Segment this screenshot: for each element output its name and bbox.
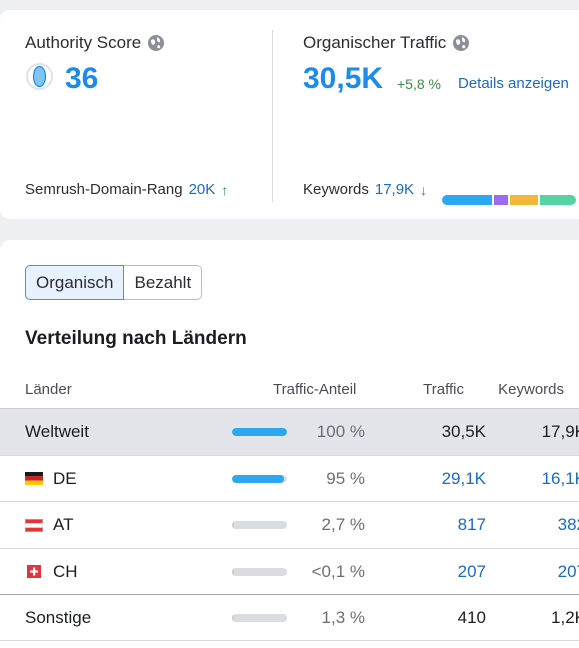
- keywords-value[interactable]: 16,1K: [541, 468, 579, 488]
- details-link[interactable]: Details anzeigen: [458, 75, 569, 92]
- authority-score-label: Authority Score: [25, 33, 165, 53]
- header-keywords[interactable]: Keywords: [498, 381, 564, 398]
- country-name[interactable]: AT: [53, 515, 74, 534]
- section-title: Verteilung nach Ländern: [25, 328, 247, 349]
- keywords-row: Keywords 17,9K ↓: [303, 181, 427, 198]
- country-name[interactable]: CH: [53, 561, 78, 581]
- at-flag-icon: [25, 518, 43, 532]
- header-traffic[interactable]: Traffic: [423, 381, 464, 398]
- keywords-value[interactable]: 382: [557, 515, 579, 534]
- de-flag-icon: [25, 472, 43, 485]
- globe-icon[interactable]: [147, 34, 165, 52]
- tab-organic[interactable]: Organisch: [25, 265, 125, 300]
- keyword-bar-segment: [442, 195, 492, 205]
- ch-flag-icon: [27, 565, 41, 578]
- table-row-at[interactable]: AT 2,7 % 817 382: [0, 501, 579, 548]
- traffic-share-percent: 95 %: [326, 468, 365, 488]
- overview-card: Authority Score 36 Semrush-Domain-Rang 2…: [0, 10, 579, 219]
- country-name: Sonstige: [25, 608, 92, 627]
- arrow-down-icon: ↓: [420, 181, 428, 198]
- table-header: Länder Traffic-Anteil Traffic Keywords: [0, 372, 579, 408]
- domain-rank-label: Semrush-Domain-Rang: [25, 181, 183, 198]
- traffic-share-fill: [232, 474, 285, 483]
- arrow-up-icon: ↑: [221, 181, 229, 198]
- keywords-value[interactable]: 207: [557, 561, 579, 581]
- country-name: Weltweit: [25, 422, 89, 441]
- keyword-distribution-bar[interactable]: [442, 195, 576, 205]
- keyword-bar-segment: [494, 195, 508, 205]
- keyword-bar-segment: [510, 195, 538, 205]
- traffic-share-bar: [232, 474, 287, 483]
- traffic-share-bar: [232, 567, 287, 576]
- traffic-share-percent: 100 %: [316, 422, 365, 441]
- keywords-value: 1,2K: [551, 608, 579, 627]
- header-country: Länder: [25, 381, 72, 398]
- traffic-value[interactable]: 817: [457, 515, 486, 534]
- authority-score-value[interactable]: 36: [65, 62, 99, 95]
- country-table: Länder Traffic-Anteil Traffic Keywords W…: [0, 372, 579, 641]
- keywords-label: Keywords: [303, 181, 369, 198]
- organic-traffic-value[interactable]: 30,5K: [303, 62, 384, 95]
- traffic-share-bar: [232, 521, 287, 529]
- traffic-share-bar: [232, 614, 287, 622]
- keywords-value: 17,9K: [541, 422, 579, 441]
- tab-paid[interactable]: Bezahlt: [124, 265, 203, 300]
- traffic-share-percent: 1,3 %: [321, 608, 365, 627]
- table-row-sonstige: Sonstige 1,3 % 410 1,2K: [0, 594, 579, 641]
- keyword-bar-segment: [540, 195, 576, 205]
- traffic-share-percent: <0,1 %: [311, 561, 365, 581]
- authority-score-icon: [26, 63, 53, 90]
- globe-icon[interactable]: [452, 34, 470, 52]
- traffic-value[interactable]: 29,1K: [441, 468, 486, 488]
- traffic-value: 410: [457, 608, 486, 627]
- keywords-value[interactable]: 17,9K: [374, 181, 415, 198]
- table-row-ch[interactable]: CH <0,1 % 207 207: [0, 547, 579, 595]
- tab-group: Organisch Bezahlt: [25, 265, 203, 300]
- traffic-share-bar: [232, 428, 287, 436]
- traffic-value: 30,5K: [441, 422, 486, 441]
- traffic-share-fill: [232, 614, 234, 622]
- traffic-share-fill: [232, 521, 234, 529]
- divider: [272, 30, 273, 202]
- traffic-delta: +5,8 %: [397, 76, 441, 92]
- organic-traffic-label: Organischer Traffic: [303, 33, 470, 53]
- traffic-value[interactable]: 207: [457, 561, 486, 581]
- traffic-share-fill: [232, 428, 287, 436]
- traffic-share-percent: 2,7 %: [321, 515, 365, 534]
- traffic-share-fill: [232, 567, 234, 576]
- domain-rank-value[interactable]: 20K: [188, 181, 216, 198]
- table-row-de[interactable]: DE 95 % 29,1K 16,1K: [0, 454, 579, 502]
- table-row-weltweit[interactable]: Weltweit 100 % 30,5K 17,9K: [0, 408, 579, 455]
- country-name[interactable]: DE: [53, 468, 77, 488]
- header-traffic-share: Traffic-Anteil: [273, 381, 357, 398]
- domain-rank-row: Semrush-Domain-Rang 20K ↑: [25, 181, 228, 198]
